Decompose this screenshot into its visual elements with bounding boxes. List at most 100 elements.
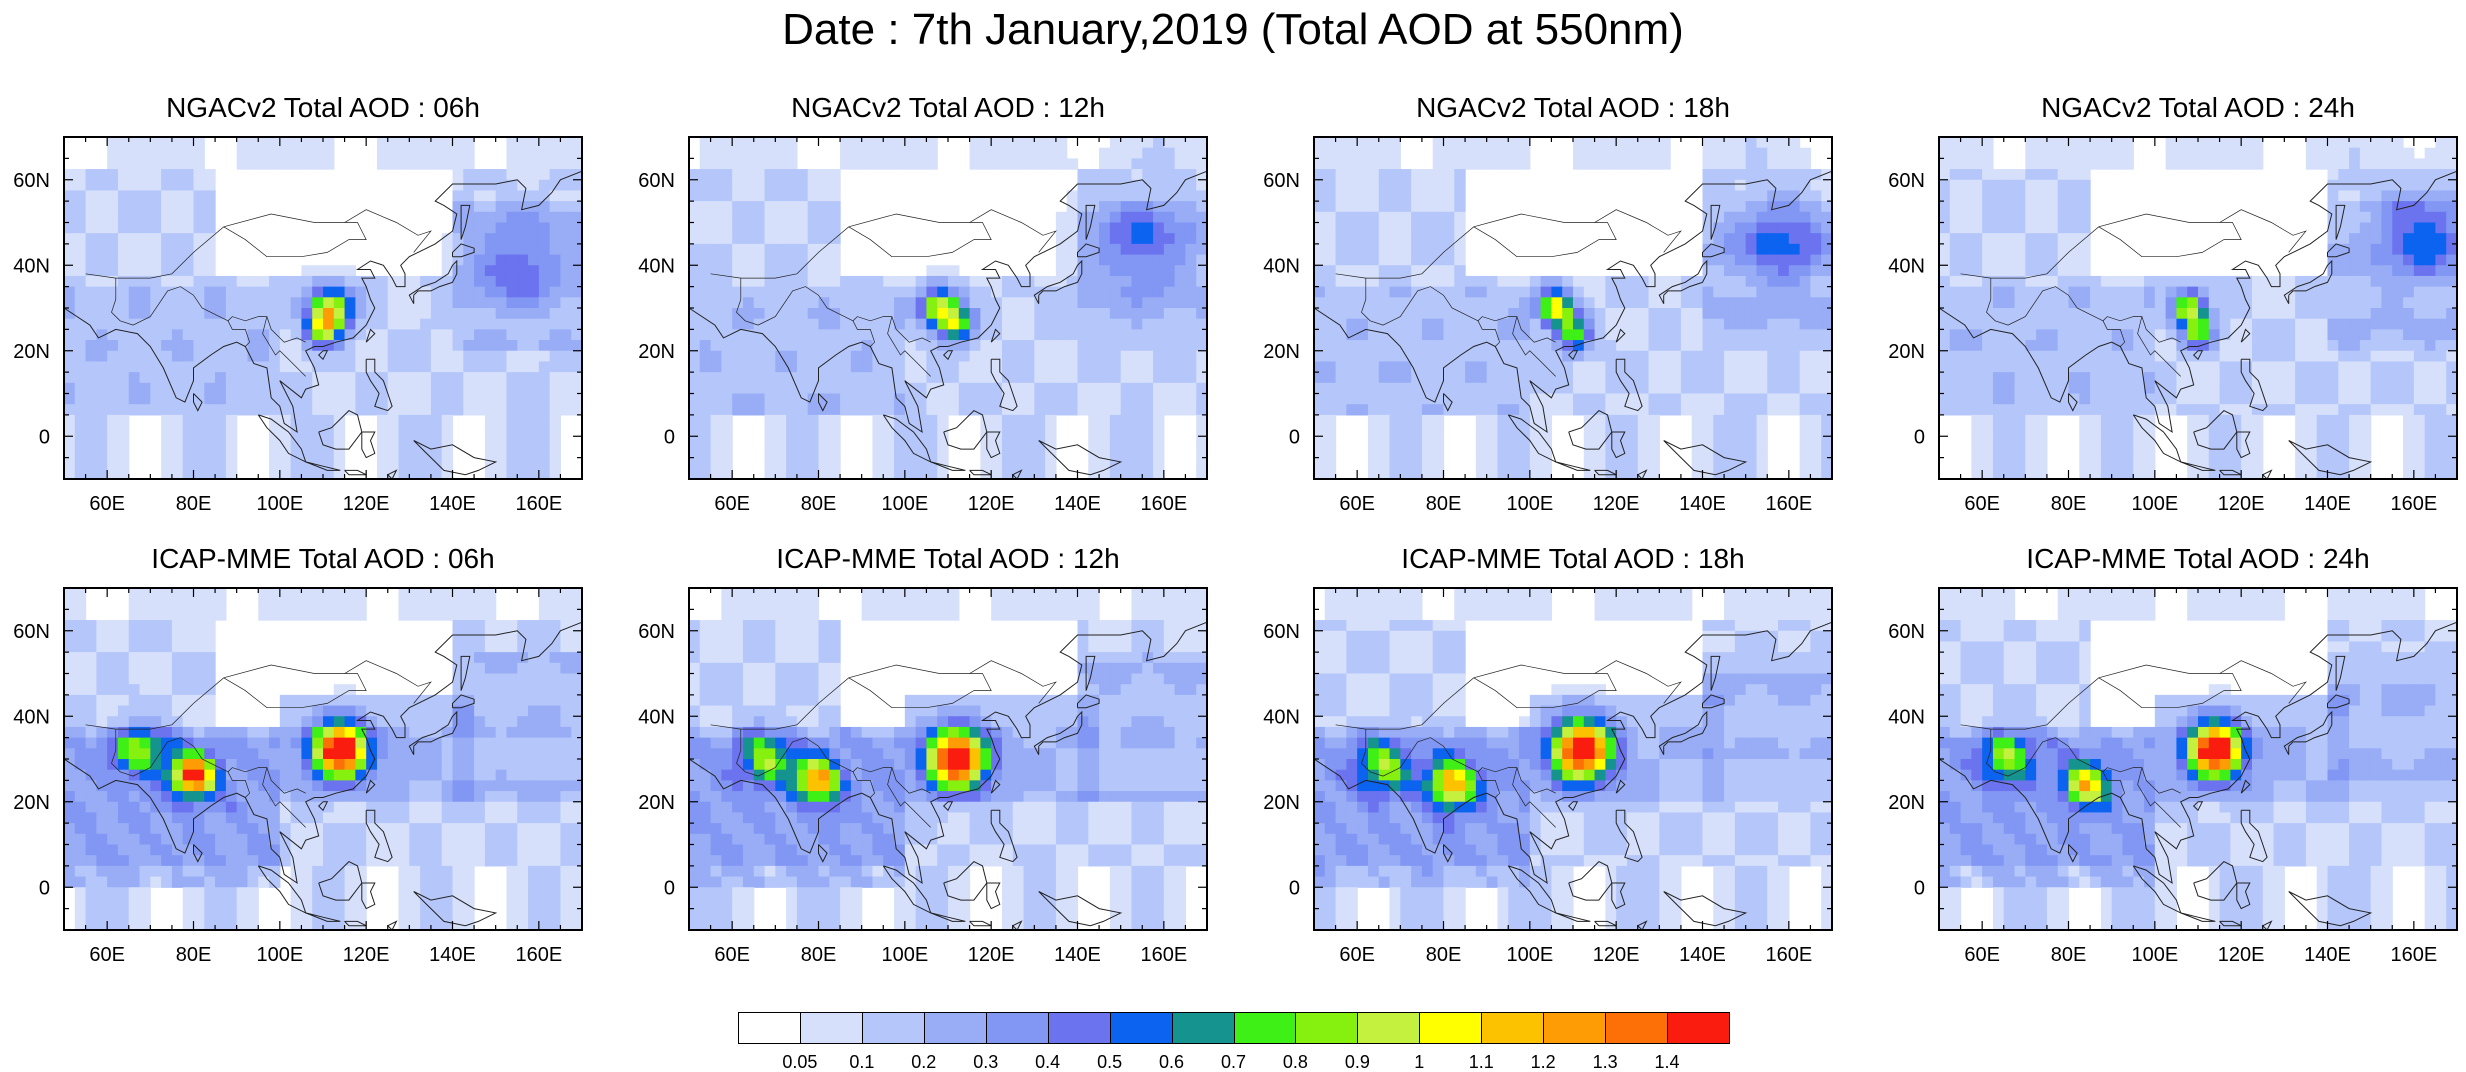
y-tick-label: 40N bbox=[13, 255, 50, 277]
aod-field bbox=[64, 588, 583, 931]
colorbar-label: 1.2 bbox=[1513, 1052, 1573, 1072]
colorbar-box bbox=[1234, 1012, 1297, 1044]
y-tick-label: 60N bbox=[1263, 621, 1300, 643]
x-tick-label: 80E bbox=[1426, 493, 1462, 515]
x-tick-label: 60E bbox=[1339, 493, 1375, 515]
x-tick-label: 120E bbox=[2218, 493, 2265, 515]
x-tick-label: 160E bbox=[1140, 493, 1187, 515]
x-tick-label: 140E bbox=[1679, 944, 1726, 966]
x-tick-label: 80E bbox=[2051, 493, 2087, 515]
colorbar-box bbox=[986, 1012, 1049, 1044]
y-tick-label: 40N bbox=[638, 706, 675, 728]
x-tick-label: 100E bbox=[2131, 493, 2178, 515]
x-tick-label: 120E bbox=[343, 493, 390, 515]
y-tick-label: 60N bbox=[638, 170, 675, 192]
x-tick-label: 100E bbox=[1506, 493, 1553, 515]
colorbar-label: 1.1 bbox=[1451, 1052, 1511, 1072]
x-tick-label: 120E bbox=[1593, 493, 1640, 515]
panel-title: ICAP-MME Total AOD : 06h bbox=[63, 542, 583, 576]
y-tick-label: 0 bbox=[1289, 426, 1300, 448]
y-tick-label: 40N bbox=[1263, 706, 1300, 728]
colorbar-box bbox=[862, 1012, 925, 1044]
x-tick-label: 100E bbox=[881, 493, 928, 515]
colorbar-box bbox=[800, 1012, 863, 1044]
x-tick-label: 80E bbox=[801, 944, 837, 966]
y-tick-label: 0 bbox=[39, 877, 50, 899]
x-tick-label: 100E bbox=[2131, 944, 2178, 966]
x-tick-label: 140E bbox=[429, 944, 476, 966]
x-tick-label: 100E bbox=[881, 944, 928, 966]
y-tick-label: 20N bbox=[13, 341, 50, 363]
x-tick-label: 160E bbox=[1765, 493, 1812, 515]
aod-field bbox=[64, 137, 583, 480]
x-tick-label: 140E bbox=[1054, 944, 1101, 966]
colorbar-label: 0.4 bbox=[1018, 1052, 1078, 1072]
x-tick-label: 80E bbox=[176, 493, 212, 515]
x-tick-label: 60E bbox=[714, 493, 750, 515]
colorbar-label: 0.9 bbox=[1327, 1052, 1387, 1072]
x-tick-label: 120E bbox=[2218, 944, 2265, 966]
y-tick-label: 0 bbox=[1289, 877, 1300, 899]
x-tick-label: 160E bbox=[2390, 944, 2437, 966]
colorbar-box bbox=[1481, 1012, 1544, 1044]
aod-field bbox=[1939, 588, 2458, 931]
colorbar-label: 0.5 bbox=[1080, 1052, 1140, 1072]
x-tick-label: 120E bbox=[968, 944, 1015, 966]
colorbar-box bbox=[1110, 1012, 1173, 1044]
x-tick-label: 80E bbox=[176, 944, 212, 966]
y-tick-label: 0 bbox=[39, 426, 50, 448]
y-tick-label: 40N bbox=[13, 706, 50, 728]
colorbar-box bbox=[1419, 1012, 1482, 1044]
y-tick-label: 20N bbox=[1263, 341, 1300, 363]
panel-title: NGACv2 Total AOD : 24h bbox=[1938, 91, 2458, 125]
colorbar-box bbox=[1605, 1012, 1668, 1044]
x-tick-label: 120E bbox=[343, 944, 390, 966]
panel-title: NGACv2 Total AOD : 18h bbox=[1313, 91, 1833, 125]
aod-field bbox=[1939, 137, 2458, 480]
y-tick-label: 20N bbox=[13, 792, 50, 814]
colorbar-label: 0.8 bbox=[1265, 1052, 1325, 1072]
aod-field bbox=[689, 588, 1208, 931]
x-tick-label: 60E bbox=[1964, 944, 2000, 966]
x-tick-label: 100E bbox=[1506, 944, 1553, 966]
colorbar-label: 0.1 bbox=[832, 1052, 892, 1072]
y-tick-label: 60N bbox=[1888, 170, 1925, 192]
x-tick-label: 60E bbox=[89, 493, 125, 515]
colorbar-box bbox=[1667, 1012, 1730, 1044]
x-tick-label: 160E bbox=[515, 493, 562, 515]
y-tick-label: 60N bbox=[1888, 621, 1925, 643]
y-tick-label: 0 bbox=[664, 426, 675, 448]
colorbar-box bbox=[1172, 1012, 1235, 1044]
y-tick-label: 0 bbox=[1914, 877, 1925, 899]
aod-colorbar bbox=[738, 1012, 1729, 1046]
y-tick-label: 40N bbox=[1888, 706, 1925, 728]
x-tick-label: 60E bbox=[89, 944, 125, 966]
y-tick-label: 20N bbox=[638, 792, 675, 814]
y-tick-label: 40N bbox=[638, 255, 675, 277]
y-tick-label: 40N bbox=[1888, 255, 1925, 277]
colorbar-box bbox=[738, 1012, 801, 1044]
colorbar-box bbox=[1357, 1012, 1420, 1044]
y-tick-label: 20N bbox=[1263, 792, 1300, 814]
colorbar-label: 0.2 bbox=[894, 1052, 954, 1072]
colorbar-label: 0.7 bbox=[1204, 1052, 1264, 1072]
x-tick-label: 60E bbox=[714, 944, 750, 966]
panel-title: NGACv2 Total AOD : 06h bbox=[63, 91, 583, 125]
colorbar-label: 1.3 bbox=[1575, 1052, 1635, 1072]
x-tick-label: 140E bbox=[1054, 493, 1101, 515]
x-tick-label: 140E bbox=[2304, 944, 2351, 966]
panel-title: NGACv2 Total AOD : 12h bbox=[688, 91, 1208, 125]
y-tick-label: 60N bbox=[638, 621, 675, 643]
panel-title: ICAP-MME Total AOD : 24h bbox=[1938, 542, 2458, 576]
y-tick-label: 20N bbox=[638, 341, 675, 363]
x-tick-label: 160E bbox=[2390, 493, 2437, 515]
aod-field bbox=[689, 137, 1208, 480]
